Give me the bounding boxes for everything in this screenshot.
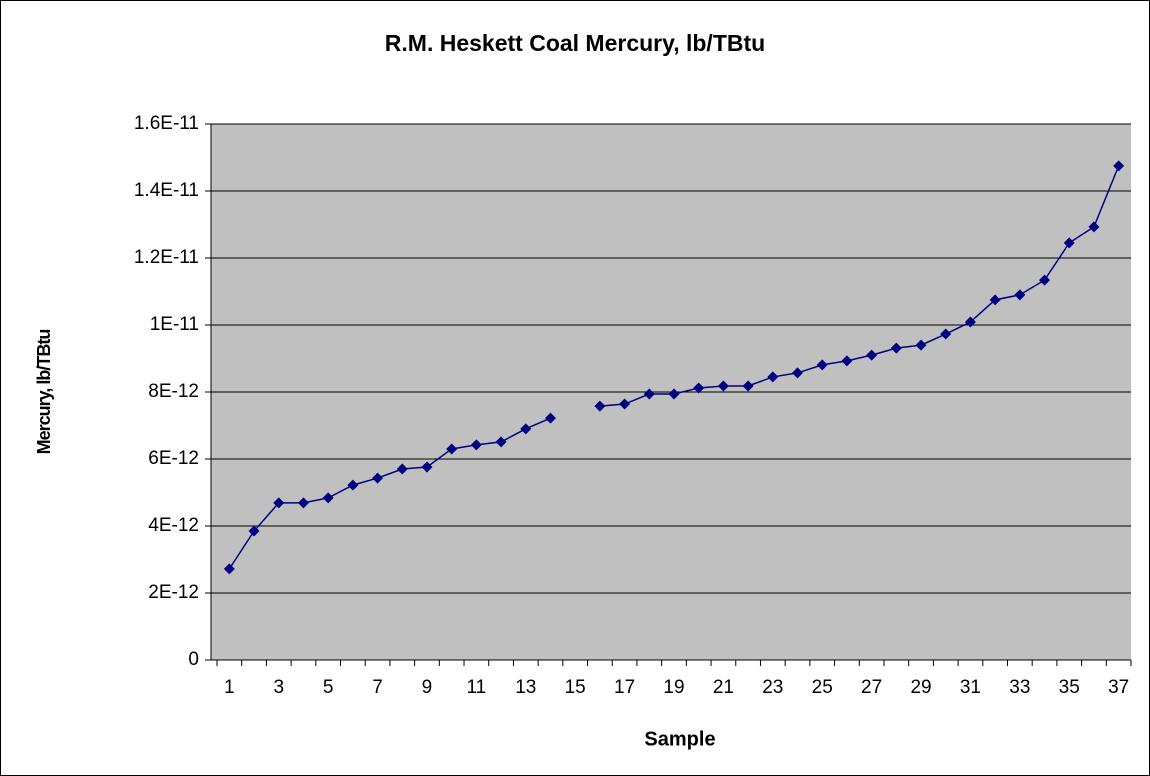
x-tick-label: 13 xyxy=(515,677,536,698)
data-point xyxy=(544,412,556,424)
x-tick-label: 27 xyxy=(861,677,882,698)
data-point xyxy=(446,443,458,455)
series-line xyxy=(599,165,1120,407)
data-point xyxy=(248,525,260,537)
data-point xyxy=(866,349,878,361)
x-axis-label: Sample xyxy=(644,728,715,750)
data-point xyxy=(421,461,433,473)
data-point xyxy=(470,439,482,451)
data-point xyxy=(643,388,655,400)
data-point xyxy=(495,436,507,448)
x-tick-label: 19 xyxy=(663,677,684,698)
x-tick-label: 9 xyxy=(422,677,433,698)
x-tick-label: 37 xyxy=(1108,677,1129,698)
data-point xyxy=(1088,221,1100,233)
data-point xyxy=(372,472,384,484)
data-point xyxy=(396,463,408,475)
data-point xyxy=(1014,289,1026,301)
x-tick-label: 25 xyxy=(812,677,833,698)
y-tick-label: 8E-12 xyxy=(148,381,199,402)
data-point xyxy=(1063,237,1075,249)
data-point xyxy=(1039,274,1051,286)
x-tick-label: 11 xyxy=(467,677,487,698)
data-point xyxy=(347,479,359,491)
data-point xyxy=(1113,160,1125,172)
data-point xyxy=(915,339,927,351)
x-tick-label: 23 xyxy=(762,677,783,698)
data-point xyxy=(520,423,532,435)
data-point xyxy=(717,380,729,392)
data-point xyxy=(767,371,779,383)
x-tick-label: 3 xyxy=(273,677,284,698)
y-tick-label: 1E-11 xyxy=(150,314,199,335)
y-tick-label: 1.4E-11 xyxy=(134,180,199,201)
x-tick-label: 29 xyxy=(910,677,931,698)
data-point xyxy=(890,342,902,354)
data-point xyxy=(322,492,334,504)
y-tick-label: 6E-12 xyxy=(148,448,199,469)
data-point xyxy=(940,328,952,340)
y-tick-label: 2E-12 xyxy=(148,582,199,603)
x-tick-label: 35 xyxy=(1059,677,1080,698)
data-point xyxy=(816,359,828,371)
data-point xyxy=(693,382,705,394)
x-tick-label: 17 xyxy=(614,677,635,698)
x-tick-label: 15 xyxy=(565,677,586,698)
chart-title: R.M. Heskett Coal Mercury, lb/TBtu xyxy=(385,30,765,56)
data-point xyxy=(273,497,285,509)
data-point xyxy=(668,388,680,400)
data-point xyxy=(594,400,606,412)
y-tick-label: 0 xyxy=(188,649,199,670)
x-tick-label: 7 xyxy=(372,677,383,698)
data-point xyxy=(223,563,235,575)
y-tick-label: 1.2E-11 xyxy=(134,247,199,268)
x-tick-label: 21 xyxy=(713,677,734,698)
y-tick-label: 1.6E-11 xyxy=(134,113,199,134)
y-axis-label: Mercury, lb/TBtu xyxy=(34,330,54,455)
x-tick-label: 1 xyxy=(224,677,235,698)
data-point xyxy=(792,367,804,379)
x-tick-label: 33 xyxy=(1009,677,1030,698)
data-point xyxy=(619,398,631,410)
data-point xyxy=(841,355,853,367)
x-tick-label: 5 xyxy=(323,677,334,698)
x-tick-label: 31 xyxy=(960,677,981,698)
data-point xyxy=(297,497,309,509)
data-point xyxy=(742,380,754,392)
data-point xyxy=(989,294,1001,306)
y-tick-label: 4E-12 xyxy=(148,515,199,536)
data-point xyxy=(964,316,976,328)
